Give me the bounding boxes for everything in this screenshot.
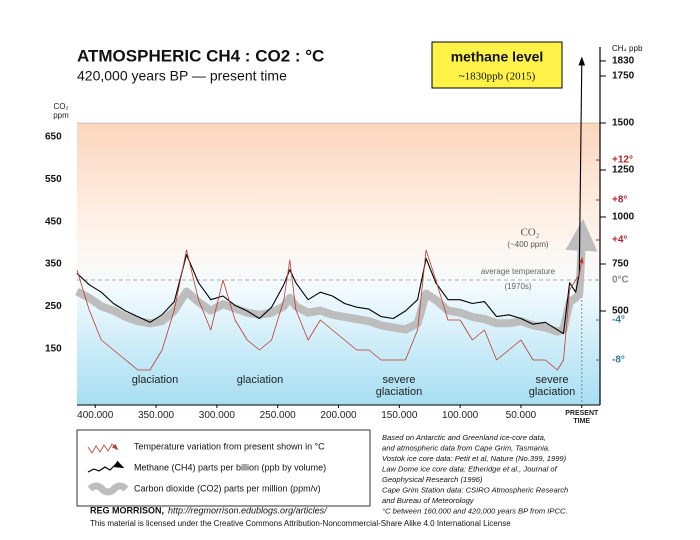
note: Cape Grim Station data: CSIRO Atmospheri… — [382, 486, 568, 495]
note: and atmospheric data from Cape Grim, Tas… — [382, 444, 550, 453]
avg-note: average temperature — [481, 267, 556, 276]
y2-tick-label: 750 — [612, 259, 629, 270]
y3-tick-label: +4° — [612, 235, 627, 246]
x-tick-label: PRESENT TIME — [565, 410, 599, 425]
legend-label: Methane (CH4) parts per billion (ppb by … — [134, 462, 326, 472]
note: °C between 160,000 and 420,000 years BP … — [382, 507, 568, 516]
y-tick-label: 150 — [45, 343, 62, 354]
y2-tick-label: 1500 — [612, 118, 635, 129]
note: and Bureau of Meteorology — [382, 496, 475, 505]
x-tick-label: 50.000 — [505, 410, 537, 421]
y-tick-label: 250 — [45, 301, 62, 312]
y2-tick-label: 500 — [612, 306, 629, 317]
series-line — [76, 249, 584, 371]
x-tick-label: 150.000 — [381, 410, 418, 421]
y3-tick-label: +12° — [612, 155, 633, 166]
note: Law Dome ice core data: Etheridge et al.… — [382, 465, 558, 474]
glaciation-label: glaciation — [236, 374, 284, 386]
co2-note: CO₂ — [520, 227, 539, 239]
co2-note: (~400 ppm) — [507, 240, 548, 249]
x-tick-label: 100.000 — [442, 410, 479, 421]
x-tick-label: 350.000 — [137, 410, 175, 421]
legend — [76, 429, 371, 507]
x-tick-label: 300.000 — [198, 410, 235, 421]
series-line — [76, 56, 586, 335]
y2-axis-label: CH₄ ppb — [612, 44, 643, 53]
y-tick-label: 350 — [45, 259, 62, 270]
methane-box-title: methane level — [451, 49, 544, 65]
note: Geophysical Research (1996) — [382, 475, 483, 484]
x-tick-label: 400.000 — [77, 410, 114, 421]
legend-swatch — [87, 460, 125, 473]
y-tick-label: 650 — [45, 132, 62, 143]
note: Based on Antarctic and Greenland ice-cor… — [382, 433, 546, 442]
y2-tick-label: 1250 — [612, 165, 635, 176]
y2-tick-label: 1750 — [612, 71, 635, 82]
x-tick-label: 250.000 — [259, 410, 296, 421]
credit: REG MORRISON, — [90, 505, 164, 515]
plot-background — [77, 123, 600, 405]
legend-swatch — [87, 443, 119, 454]
y3-tick-label: -4° — [612, 315, 625, 326]
y2-tick-label: 1830 — [612, 56, 635, 67]
y3-tick-label: -8° — [612, 355, 625, 366]
legend-swatch — [87, 482, 129, 496]
y-tick-label: 450 — [45, 216, 62, 227]
y3-tick-label: +8° — [612, 195, 627, 206]
methane-box — [431, 41, 563, 89]
legend-label: Temperature variation from present shown… — [134, 441, 325, 451]
credit-url: http://regmorrison.edublogs.org/articles… — [168, 505, 328, 515]
avg-note: (1970s) — [504, 282, 531, 291]
glaciation-label: severe glaciation — [528, 374, 576, 399]
note: Vostok ice core data: Petit et al, Natur… — [382, 454, 567, 463]
chart-subtitle: 420,000 years BP — present time — [77, 68, 287, 84]
chart-title: ATMOSPHERIC CH4 : CO2 : °C — [77, 46, 324, 65]
y-axis-label: CO₂ ppm — [53, 102, 69, 120]
legend-label: Carbon dioxide (CO2) parts per million (… — [134, 483, 321, 493]
x-tick-label: 200.000 — [320, 410, 357, 421]
methane-box-value: ~1830ppb (2015) — [459, 71, 536, 83]
y-tick-label: 550 — [45, 174, 62, 185]
series-line — [75, 218, 598, 336]
license: This material is licensed under the Crea… — [90, 519, 511, 528]
y2-tick-label: 1000 — [612, 212, 635, 223]
glaciation-label: glaciation — [131, 374, 179, 386]
y3-tick-label: 0°C — [612, 275, 629, 286]
glaciation-label: severe glaciation — [375, 374, 423, 399]
